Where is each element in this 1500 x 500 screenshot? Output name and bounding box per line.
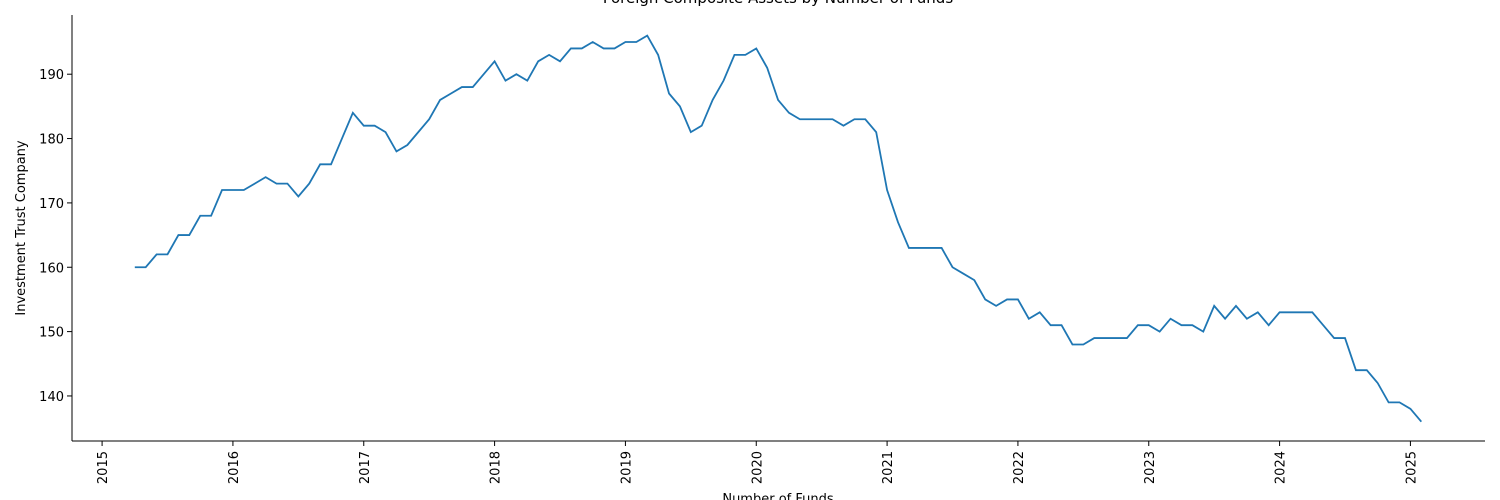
y-tick-label: 160 bbox=[39, 261, 64, 276]
x-tick-label: 2017 bbox=[358, 451, 373, 484]
x-tick-label: 2018 bbox=[489, 451, 504, 484]
x-tick-label: 2021 bbox=[881, 451, 896, 484]
y-tick-label: 150 bbox=[39, 326, 64, 341]
y-tick-label: 170 bbox=[39, 197, 64, 212]
y-tick-label: 180 bbox=[39, 133, 64, 148]
line bbox=[134, 34, 1423, 423]
x-tick-label: 2016 bbox=[227, 451, 242, 484]
x-tick-label: 2019 bbox=[619, 451, 634, 484]
x-axis-label: Number of Funds bbox=[722, 492, 834, 500]
x-tick-label: 2023 bbox=[1143, 451, 1158, 484]
chart-title: Foreign Composite Assets by Number of Fu… bbox=[603, 0, 953, 7]
x-tick-label: 2025 bbox=[1404, 451, 1419, 484]
y-tick-label: 190 bbox=[39, 68, 64, 83]
x-tick-label: 2022 bbox=[1012, 451, 1027, 484]
y-axis-label: Investment Trust Company bbox=[14, 140, 29, 316]
x-tick-label: 2024 bbox=[1274, 451, 1289, 484]
x-tick-label: 2020 bbox=[750, 451, 765, 484]
x-tick-label: 2015 bbox=[96, 451, 111, 484]
y-tick-label: 140 bbox=[39, 390, 64, 405]
